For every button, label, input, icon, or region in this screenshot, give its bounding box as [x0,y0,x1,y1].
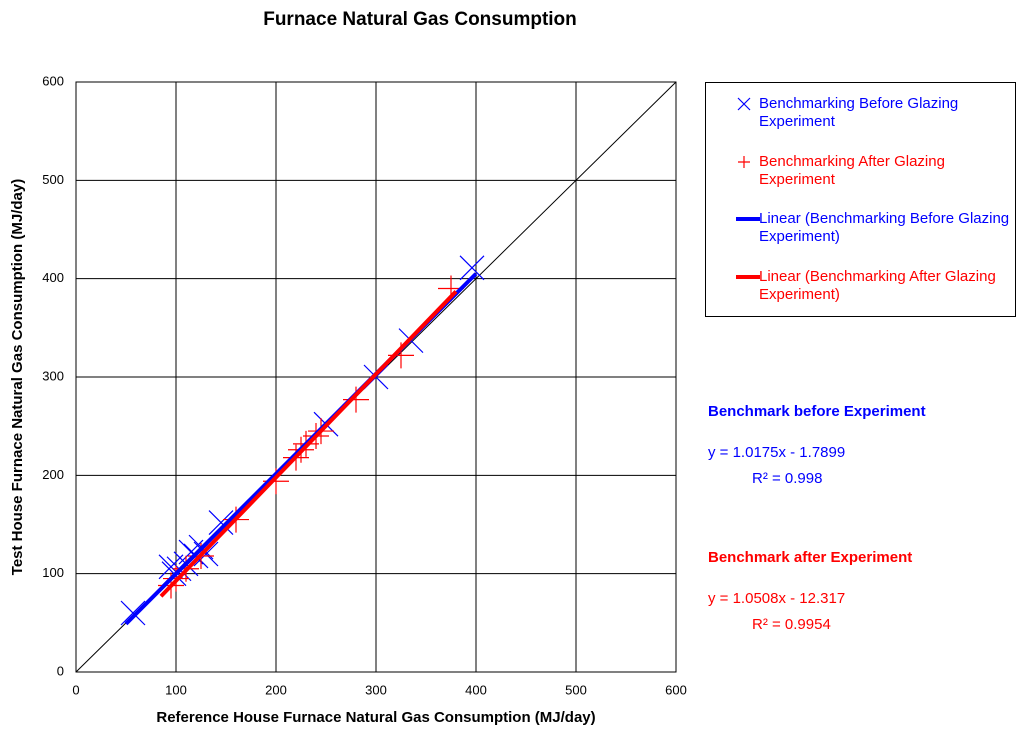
annotation: Benchmark before Experiment [708,403,926,420]
legend-icon [737,97,751,111]
legend-label: Linear (Benchmarking After Glazing Exper… [759,268,996,303]
annotation: R² = 0.9954 [752,616,831,633]
x-tick-label: 300 [365,682,387,697]
chart-title: Furnace Natural Gas Consumption [263,9,577,30]
legend-marker [737,97,751,111]
legend-label: Benchmarking After Glazing Experiment [759,153,945,188]
y-tick-label: 0 [57,663,64,678]
annotation: y = 1.0175x - 1.7899 [708,444,846,461]
legend-icon [736,217,760,221]
legend-icon [736,275,760,279]
scatter-point [120,600,146,626]
y-tick-label: 100 [42,565,64,580]
x-tick-label: 400 [465,682,487,697]
annotation: Benchmark after Experiment [708,549,913,566]
x-tick-label: 500 [565,682,587,697]
annotation: R² = 0.998 [752,470,823,487]
legend-icon [738,156,750,168]
plot-frame [75,81,677,673]
y-tick-label: 600 [42,73,64,88]
scatter-point [208,510,234,535]
x-tick-label: 100 [165,682,187,697]
y-tick-label: 300 [42,368,64,383]
scatter-point [459,255,485,281]
y-tick-label: 400 [42,270,64,285]
legend-marker [738,156,750,168]
x-tick-label: 600 [665,682,687,697]
x-tick-label: 0 [72,682,79,697]
y-tick-label: 200 [42,467,64,482]
x-tick-label: 200 [265,682,287,697]
x-axis-label: Reference House Furnace Natural Gas Cons… [156,709,596,726]
legend: Benchmarking Before Glazing Experiment Be… [705,82,1016,317]
scatter-point [193,541,219,567]
scatter-point [178,539,204,565]
scatter-point [158,554,184,580]
y-axis-label: Test House Furnace Natural Gas Consumpti… [9,179,26,575]
trend-line [159,290,458,598]
legend-label: Linear (Benchmarking Before Glazing Expe… [759,210,1010,245]
y-tick-label: 500 [42,172,64,187]
annotation: y = 1.0508x - 12.317 [708,590,846,607]
legend-label: Benchmarking Before Glazing Experiment [759,95,959,130]
scatter-point [343,386,369,413]
